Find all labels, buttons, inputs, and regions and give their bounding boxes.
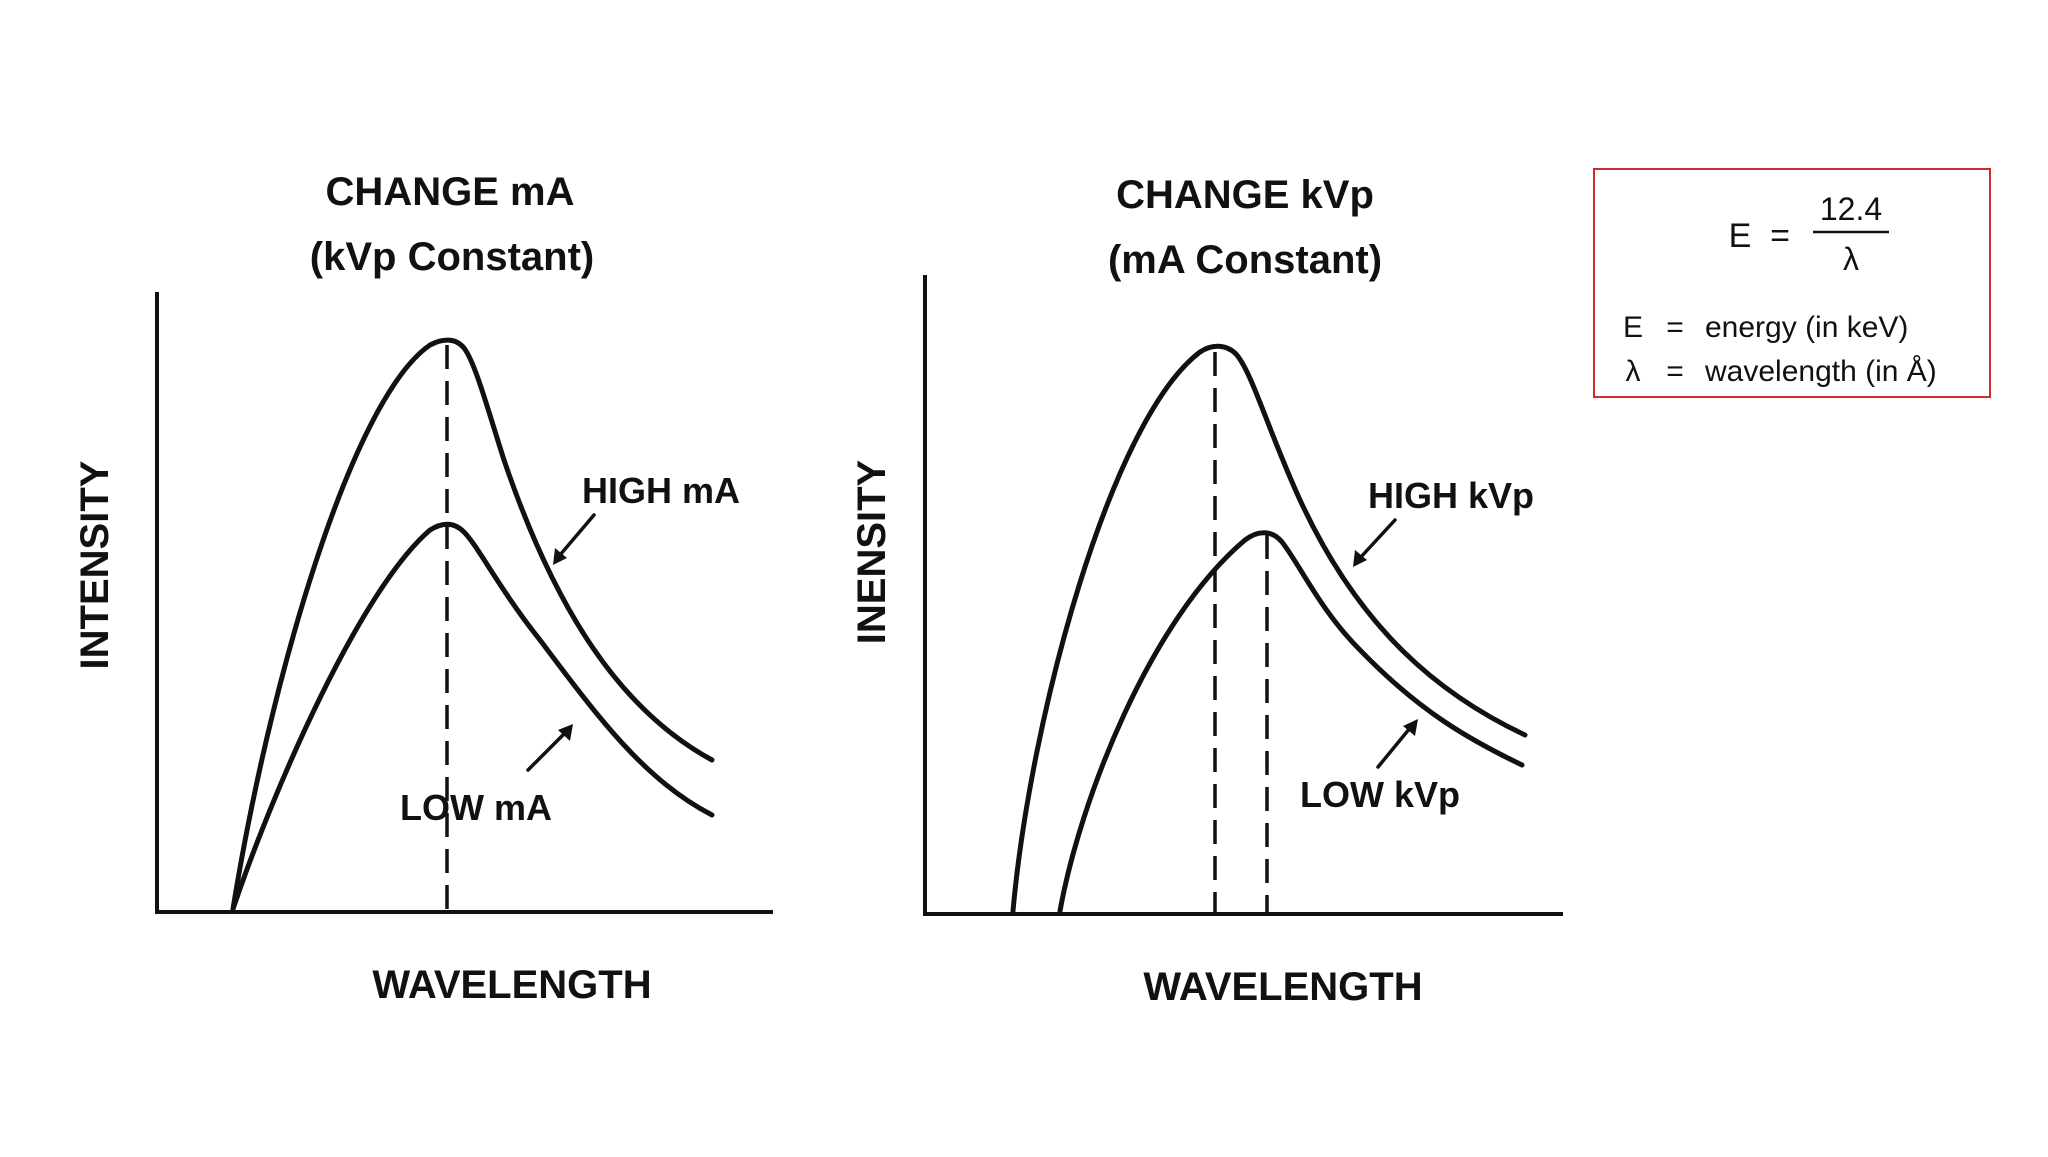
left-title-line1: CHANGE mA — [326, 170, 575, 214]
right-high-curve-label: HIGH kVp — [1368, 475, 1534, 516]
right-low-curve-label: LOW kVp — [1300, 774, 1460, 815]
definition-1-equals: = — [1666, 311, 1684, 344]
right-axes — [923, 275, 1563, 916]
left-high-arrowhead — [553, 548, 567, 565]
left-low-arrow — [526, 731, 567, 772]
formula-numerator: 12.4 — [1820, 191, 1882, 227]
right-high-kvp-curve — [1010, 343, 1528, 914]
right-y-axis-label: INENSITY — [850, 459, 894, 644]
left-y-axis-label: INTENSITY — [73, 460, 117, 669]
left-x-axis-label: WAVELENGTH — [372, 963, 651, 1007]
definition-2-equals: = — [1666, 355, 1684, 388]
right-low-arrow — [1376, 726, 1412, 769]
left-title-line2: (kVp Constant) — [310, 235, 594, 279]
right-high-arrow — [1358, 518, 1397, 560]
right-panel: CHANGE kVp (mA Constant) INENSITY WAVELE… — [850, 173, 1563, 1009]
left-high-curve-label: HIGH mA — [582, 470, 740, 511]
left-low-curve-label: LOW mA — [400, 787, 552, 828]
left-high-arrow — [558, 513, 596, 557]
right-low-arrowhead — [1403, 719, 1418, 736]
left-high-ma-curve — [230, 337, 715, 912]
left-low-ma-curve — [230, 521, 715, 912]
definition-1-symbol: E — [1623, 311, 1643, 344]
formula-equals: = — [1770, 217, 1790, 255]
formula-svg: E = 12.4 λ E = energy (in keV) λ = wavel… — [1623, 191, 1937, 388]
definition-2-text: wavelength (in Å) — [1704, 355, 1937, 388]
right-title-line2: (mA Constant) — [1108, 238, 1382, 282]
right-x-axis-label: WAVELENGTH — [1143, 965, 1422, 1009]
left-panel: CHANGE mA (kVp Constant) INTENSITY WAVEL… — [73, 170, 773, 1007]
formula-box: E = 12.4 λ E = energy (in keV) λ = wavel… — [1593, 168, 1991, 398]
definition-2-symbol: λ — [1626, 355, 1641, 388]
definition-1-text: energy (in keV) — [1705, 311, 1908, 344]
left-axes — [155, 292, 773, 914]
formula-lhs: E — [1729, 217, 1752, 255]
left-low-arrowhead — [558, 724, 573, 741]
right-high-arrowhead — [1353, 550, 1367, 567]
right-low-kvp-curve — [1057, 530, 1525, 914]
right-title-line1: CHANGE kVp — [1116, 173, 1374, 217]
formula-denominator: λ — [1843, 241, 1859, 277]
